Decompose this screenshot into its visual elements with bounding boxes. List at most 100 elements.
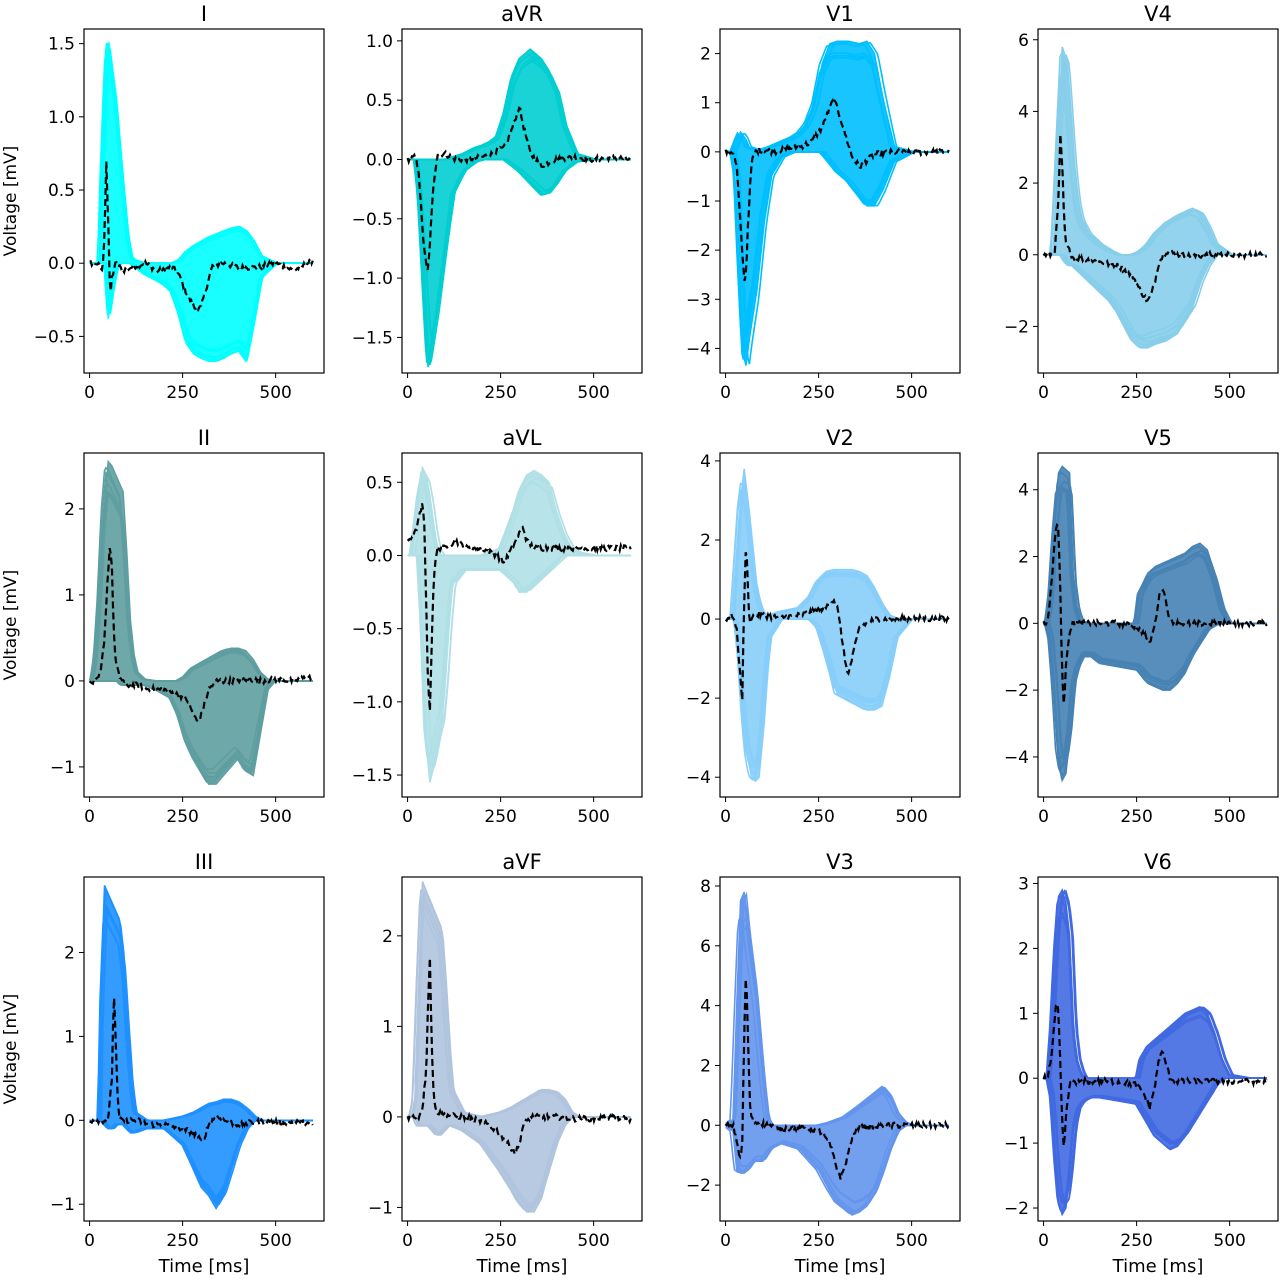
plot-area-v1 [724,40,950,366]
subplot-title-v6: V6 [1144,850,1172,874]
y-tick-label-ii: 1 [64,586,75,606]
y-tick-label-avl: 0.5 [366,473,393,493]
subplot-title-v1: V1 [826,2,854,26]
ensemble-strand-v4 [1043,54,1267,256]
plot-area-v2 [724,468,950,783]
subplot-v5: 0 250 500 −4 −2 0 2 4 V5 [1004,426,1279,827]
y-tick-label-v6: 0 [1018,1069,1029,1089]
x-tick-label-avl: 250 [484,807,516,827]
subplot-title-v4: V4 [1144,2,1172,26]
x-tick-label-v2: 500 [895,807,927,827]
measured-line-v1 [724,98,950,282]
subplot-title-v5: V5 [1144,426,1172,450]
x-tick-label-v1: 0 [720,383,731,403]
measured-line-avl [406,503,632,711]
y-tick-label-v1: −2 [686,241,711,261]
measured-line-v6 [1042,1001,1268,1147]
y-tick-label-v6: 1 [1018,1004,1029,1024]
subplot-title-v2: V2 [826,426,854,450]
axes-frame-v2 [719,452,961,798]
axes-frame-iii [83,876,325,1222]
y-tick-label-v6: 2 [1018,939,1029,959]
y-tick-label-iii: 0 [64,1111,75,1131]
measured-line-v2 [724,552,950,701]
y-tick-label-iii: −1 [50,1195,75,1215]
subplot-i: 0 250 500 −0.5 0.0 0.5 1.0 1.5 I Voltage [mV] [1,2,325,403]
ensemble-strand-v1 [725,151,949,365]
y-tick-label-v4: 2 [1018,174,1029,194]
plot-area-i [89,40,314,364]
ensemble-band-avl [410,465,631,783]
measured-line-avf [406,957,632,1156]
y-tick-label-v6: 3 [1018,874,1029,894]
measured-line-v5 [1042,522,1268,704]
y-axis-label-i: Voltage [mV] [1,146,21,257]
axes-frame-v6 [1037,876,1279,1222]
y-tick-label-i: 0.5 [48,181,75,201]
x-tick-label-iii: 500 [259,1231,291,1251]
y-tick-label-v2: 0 [700,610,711,630]
measured-line-v3 [724,978,950,1180]
ensemble-strand-avr [407,56,631,161]
measured-line-v4 [1042,134,1267,303]
x-tick-label-v4: 500 [1213,383,1245,403]
x-tick-label-ii: 500 [259,807,291,827]
y-tick-label-avr: 0.5 [366,91,393,111]
y-tick-label-i: −0.5 [34,327,75,347]
x-tick-label-ii: 0 [84,807,95,827]
y-tick-label-avl: −0.5 [352,620,393,640]
ensemble-strand-i [89,262,313,351]
y-tick-label-avr: −1.5 [352,328,393,348]
x-tick-label-ii: 250 [166,807,198,827]
measured-line-i [89,161,314,315]
ensemble-strand-avr [407,158,631,339]
measured-line-ii [88,547,314,723]
y-tick-label-ii: 0 [64,672,75,692]
x-tick-label-v2: 0 [720,807,731,827]
x-tick-label-avl: 500 [577,807,609,827]
subplot-title-v3: V3 [826,850,854,874]
y-tick-label-avl: 0.0 [366,546,393,566]
y-tick-label-v1: 1 [700,94,711,114]
ensemble-strand-avl [407,554,631,760]
y-tick-label-v5: 0 [1018,614,1029,634]
y-tick-label-v3: 8 [700,877,711,897]
ensemble-strand-v6 [1043,1077,1267,1206]
plot-area-ii [88,459,314,785]
y-tick-label-avr: −1.0 [352,269,393,289]
ensemble-strand-v6 [1043,889,1267,1079]
x-tick-label-avf: 250 [484,1231,516,1251]
x-tick-label-avf: 0 [402,1231,413,1251]
subplot-ii: 0 250 500 −1 0 1 2 II Voltage [mV] [1,426,325,827]
axes-frame-avr [401,28,643,374]
x-axis-label: Time [ms] [1112,1256,1204,1277]
y-tick-label-avf: 2 [382,927,393,947]
y-tick-label-ii: 2 [64,500,75,520]
x-tick-label-avf: 500 [577,1231,609,1251]
x-axis-label: Time [ms] [476,1256,568,1277]
x-tick-label-v6: 0 [1038,1231,1049,1251]
y-tick-label-v3: 4 [700,997,711,1017]
x-tick-label-v6: 500 [1213,1231,1245,1251]
plot-area-avr [406,48,632,368]
subplot-title-avl: aVL [503,426,542,450]
y-tick-label-v3: 2 [700,1056,711,1076]
plot-area-v5 [1042,465,1268,783]
y-tick-label-avl: −1.5 [352,766,393,786]
x-axis-label: Time [ms] [794,1256,886,1277]
x-tick-label-v3: 0 [720,1231,731,1251]
ensemble-band-avr [407,48,631,368]
y-tick-label-ii: −1 [50,758,75,778]
y-tick-label-avr: 1.0 [366,32,393,52]
ensemble-strand-v5 [1043,488,1267,625]
x-tick-label-v3: 250 [802,1231,834,1251]
ensemble-strand-v4 [1043,54,1267,256]
axes-frame-i [83,28,325,374]
x-tick-label-avr: 500 [577,383,609,403]
y-tick-label-v4: −2 [1004,317,1029,337]
y-tick-label-v1: −3 [686,290,711,310]
subplot-v4: 0 250 500 −2 0 2 4 6 V4 [1004,2,1279,403]
axes-frame-v3 [719,876,961,1222]
ensemble-strand-v1 [725,151,949,356]
